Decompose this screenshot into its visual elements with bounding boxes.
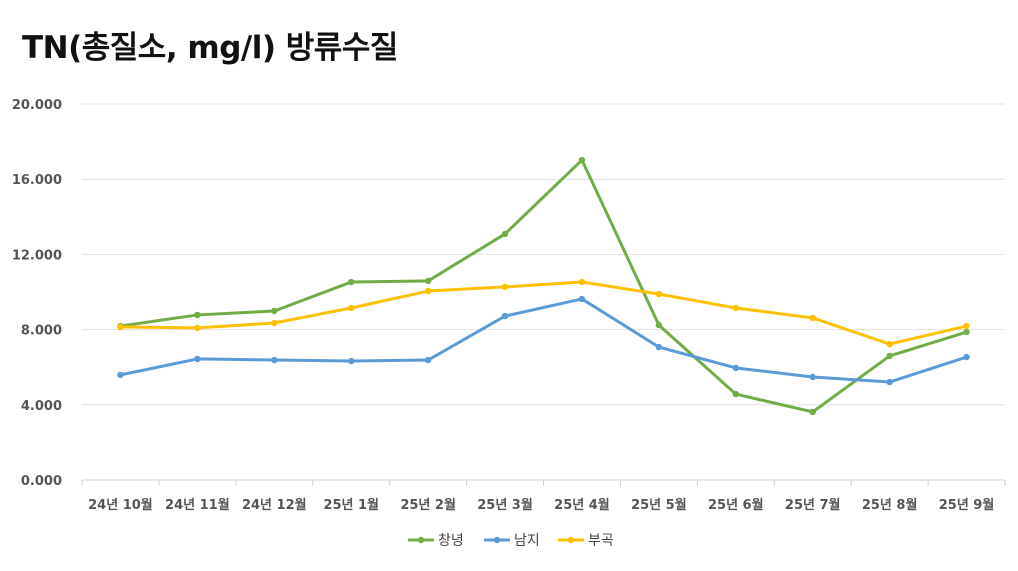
series-line-창녕 [120,158,967,414]
data-point [963,328,970,336]
data-point [963,353,970,361]
data-point [963,322,970,330]
data-point [424,356,432,364]
y-tick-label: 20.000 [12,98,62,113]
legend-label: 부곡 [588,533,614,549]
data-point [194,324,201,332]
data-point [501,312,509,320]
legend-label: 남지 [514,533,540,549]
series-line-부곡 [120,280,967,346]
x-tick-label: 24년 12월 [242,497,307,513]
data-point [424,277,432,285]
legend-marker [493,536,501,544]
data-point [809,373,816,381]
x-tick-label: 25년 3월 [477,497,533,513]
data-point [886,340,893,348]
series-line-남지 [120,297,968,384]
data-point [348,304,355,312]
legend-marker [567,536,575,544]
x-tick-label: 25년 4월 [554,497,610,513]
data-point [732,304,739,312]
data-point [809,408,816,416]
y-tick-label: 16.000 [12,173,62,188]
x-tick-label: 25년 7월 [785,497,841,513]
legend-label: 창녕 [438,533,464,549]
data-point [886,352,893,360]
data-point [348,357,355,365]
data-point [732,364,739,372]
y-tick-label: 8.000 [21,324,62,339]
data-point [194,311,201,319]
data-point [271,319,278,327]
data-point [501,283,509,291]
x-tick-label: 25년 1월 [323,497,379,513]
x-tick-label: 25년 2월 [400,497,456,513]
data-point [578,156,586,164]
data-point [809,314,816,322]
data-point [271,356,278,364]
data-point [655,290,663,298]
y-tick-label: 4.000 [21,399,62,414]
data-point [732,390,739,398]
legend-marker [417,536,425,544]
x-tick-label: 24년 11월 [165,497,230,513]
y-tick-label: 12.000 [12,248,62,263]
data-point [501,230,509,238]
data-point [655,343,663,351]
data-point [194,355,201,363]
x-tick-label: 25년 6월 [708,497,764,513]
data-point [578,278,586,286]
x-tick-label: 24년 10월 [88,497,153,513]
data-point [271,307,278,315]
data-point [424,287,432,295]
x-tick-label: 25년 8월 [862,497,918,513]
chart-title: TN(총질소, mg/l) 방류수질 [22,30,398,66]
x-tick-label: 25년 9월 [939,497,995,513]
data-point [348,278,355,286]
data-point [886,378,893,386]
data-point [578,295,586,303]
x-tick-label: 25년 5월 [631,497,687,513]
data-point [117,371,124,379]
y-tick-label: 0.000 [21,474,62,489]
data-point [655,321,663,329]
data-point [117,323,124,331]
